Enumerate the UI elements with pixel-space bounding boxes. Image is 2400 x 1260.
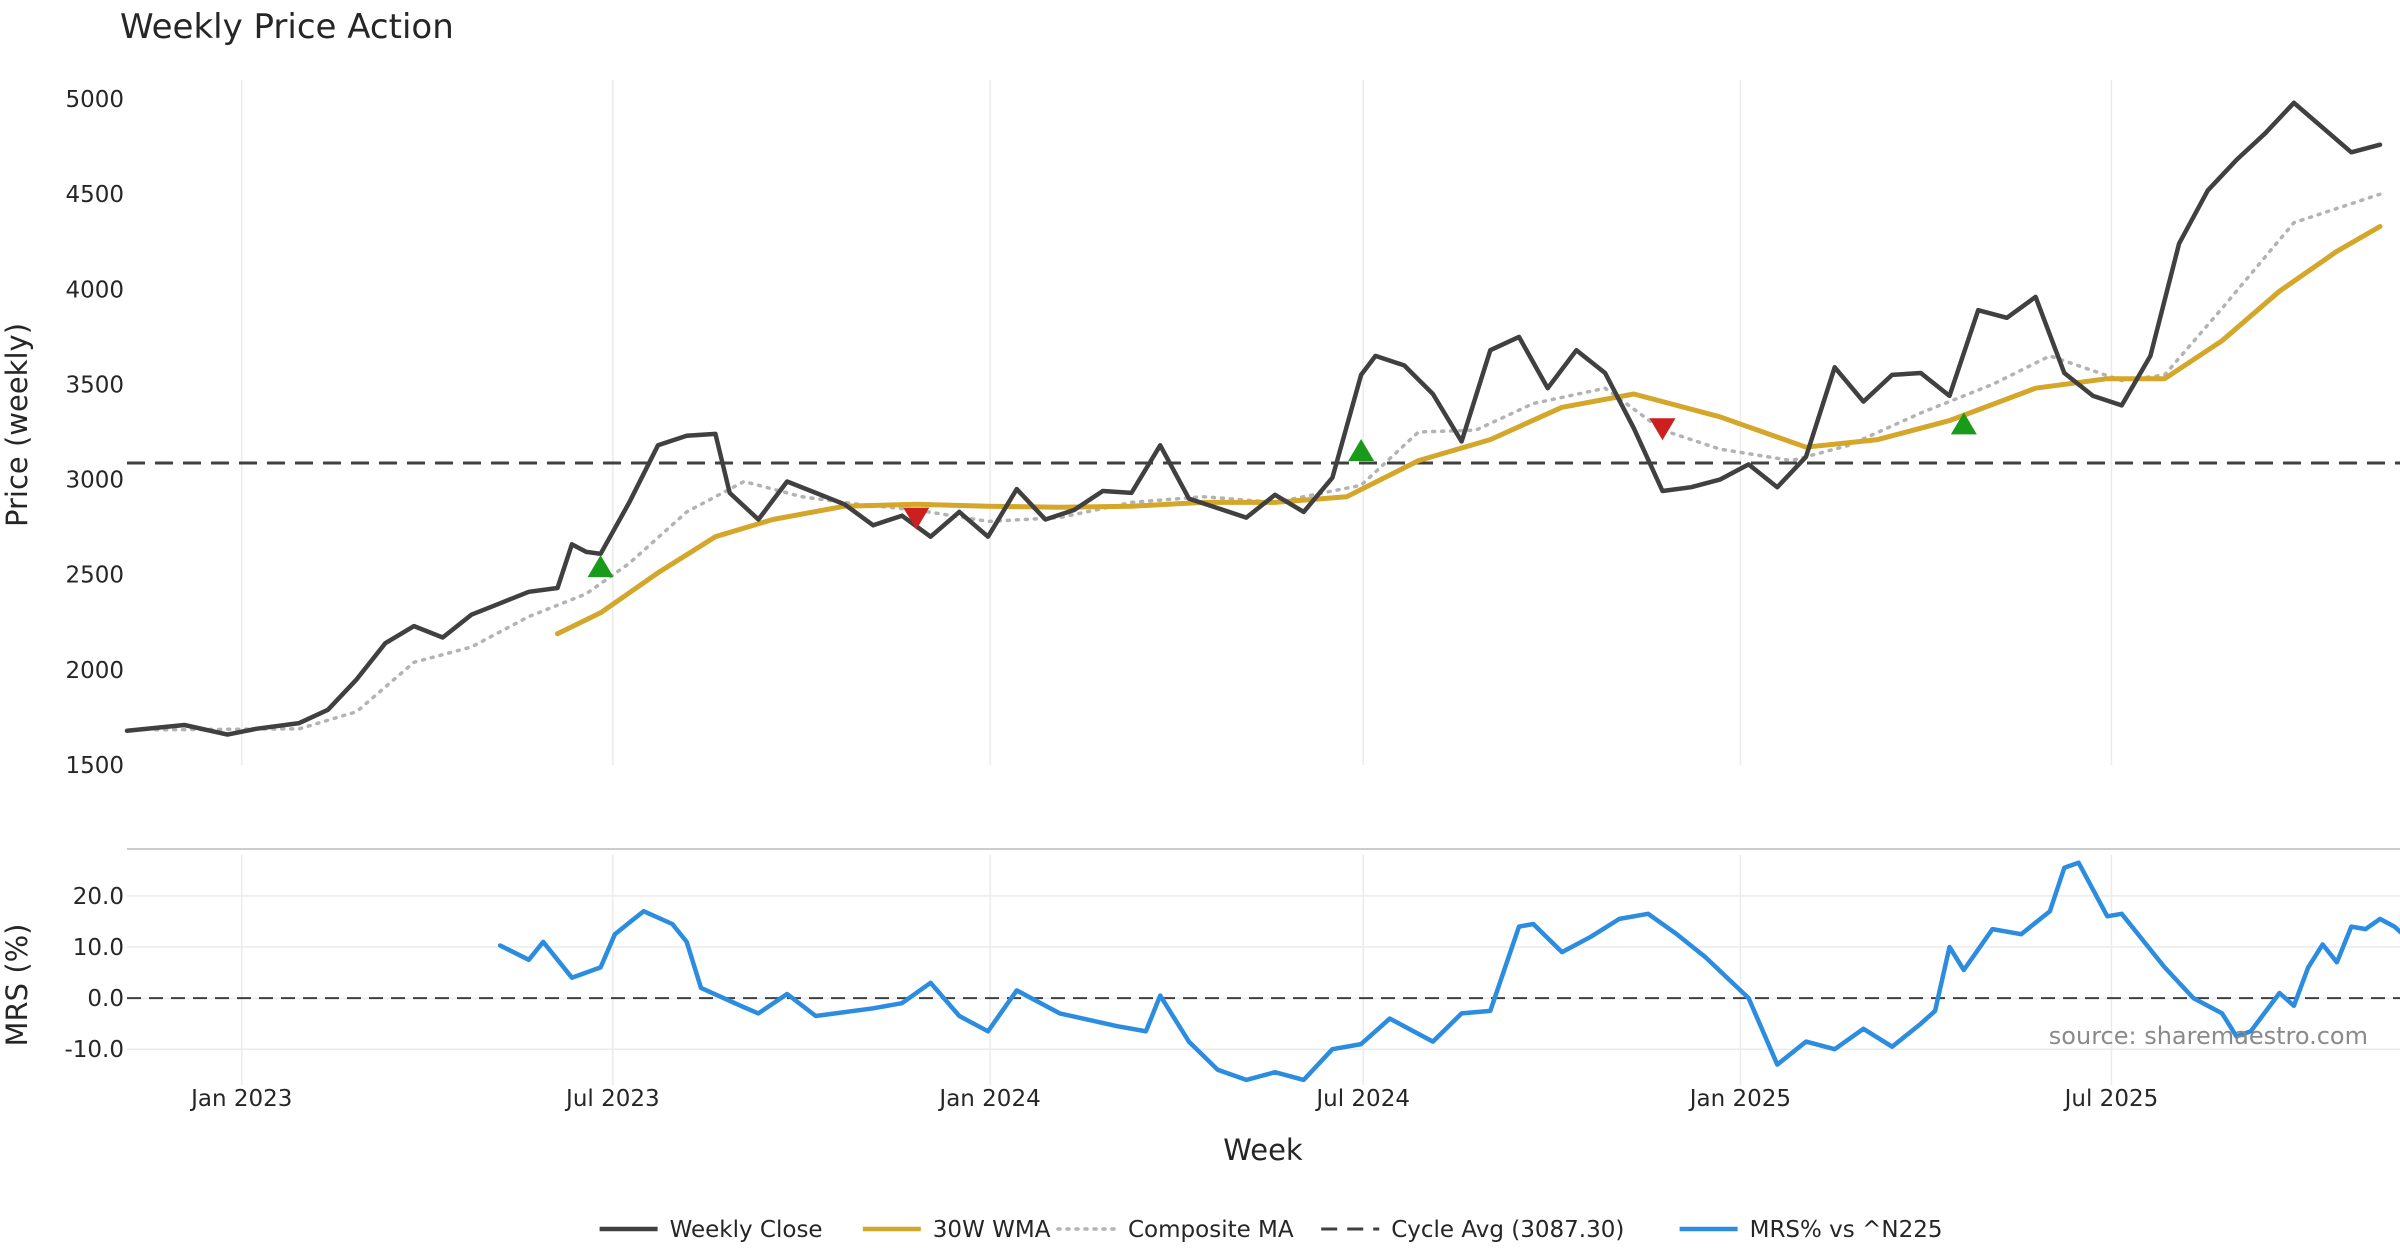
x-tick-label: Jul 2024 [1314, 1086, 1410, 1112]
y-tick-label: 2000 [65, 658, 124, 684]
upper-y-ticks: 1500 2000 2500 3000 3500 4000 4500 5000 [65, 87, 124, 779]
buy-signal-marker [1950, 412, 1977, 435]
buy-signal-marker [587, 555, 614, 578]
x-tick-label: Jul 2023 [564, 1086, 660, 1112]
y-tick-label: 3500 [65, 372, 124, 398]
buy-signal-marker [1348, 439, 1375, 462]
x-tick-label: Jan 2023 [189, 1086, 292, 1112]
x-tick-label: Jan 2024 [937, 1086, 1040, 1112]
legend-label: 30W WMA [933, 1217, 1051, 1243]
y-tick-label: 1500 [65, 753, 124, 779]
legend-label: Cycle Avg (3087.30) [1391, 1217, 1624, 1243]
series-mrs-vs-n225-line [497, 860, 2400, 1083]
legend: Weekly Close 30W WMA Composite MA Cycle Avg… [599, 1217, 1943, 1243]
legend-label: Weekly Close [670, 1217, 823, 1243]
series-weekly-close-line [124, 100, 2383, 737]
lower-y-tick-label: 0.0 [87, 986, 124, 1012]
signal-markers [587, 412, 1977, 578]
y-tick-label: 3000 [65, 468, 124, 494]
y-tick-label: 2500 [65, 563, 124, 589]
y-axis-label: Price (weekly) [0, 323, 34, 527]
lower-y-ticks: -10.0 0.0 10.0 20.0 [64, 884, 124, 1063]
chart-title: Weekly Price Action [120, 7, 454, 47]
y-axis-label-lower: MRS (%) [0, 924, 34, 1047]
sell-signal-marker [903, 507, 930, 530]
legend-label: Composite MA [1128, 1217, 1294, 1243]
y-tick-label: 4500 [65, 182, 124, 208]
legend-label: MRS% vs ^N225 [1750, 1217, 1943, 1243]
x-ticks: Jan 2023 Jul 2023 Jan 2024 Jul 2024 Jan 2025… [189, 1086, 2158, 1112]
y-tick-label: 5000 [65, 87, 124, 113]
x-tick-label: Jan 2025 [1688, 1086, 1791, 1112]
x-axis-label: Week [1223, 1133, 1303, 1167]
x-tick-label: Jul 2025 [2063, 1086, 2159, 1112]
y-tick-label: 4000 [65, 277, 124, 303]
lower-y-tick-label: 20.0 [73, 884, 124, 910]
sell-signal-marker [1649, 418, 1676, 441]
lower-y-tick-label: -10.0 [64, 1037, 124, 1063]
series-lines [124, 100, 2400, 1083]
source-label: source: sharemaestro.com [2049, 1022, 2368, 1050]
lower-y-tick-label: 10.0 [73, 935, 124, 961]
